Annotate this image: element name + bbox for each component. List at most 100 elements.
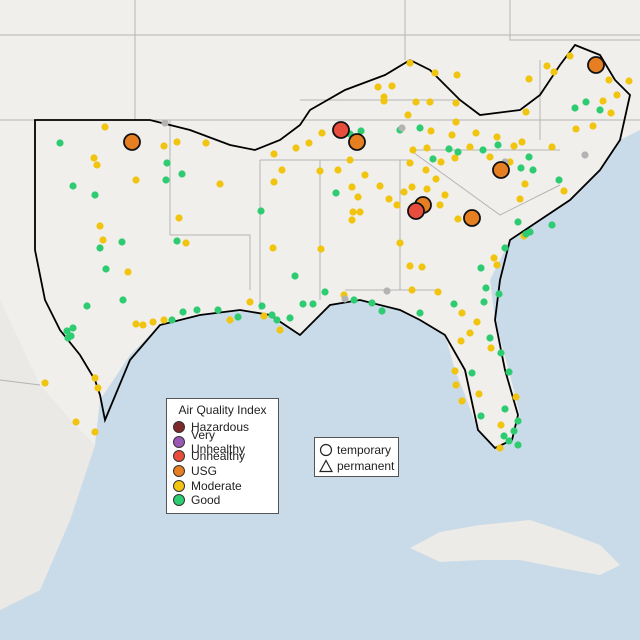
monitor-marker — [458, 397, 466, 405]
monitor-marker — [139, 321, 147, 329]
monitor-marker — [497, 421, 505, 429]
monitor-marker — [487, 344, 495, 352]
good-swatch — [173, 494, 185, 507]
monitor-marker — [260, 312, 268, 320]
monitor-marker — [543, 62, 551, 70]
monitor-marker — [268, 311, 276, 319]
legend-item-very-unhealthy: Very Unhealthy — [173, 428, 272, 456]
monitor-marker — [246, 298, 254, 306]
monitor-marker — [406, 59, 414, 67]
monitor-marker — [173, 237, 181, 245]
monitor-marker — [495, 290, 503, 298]
monitor-marker — [522, 108, 530, 116]
monitor-marker — [175, 214, 183, 222]
monitor-marker — [448, 131, 456, 139]
legend-item-temporary: temporary — [319, 442, 394, 458]
ocean-water — [0, 130, 640, 640]
monitor-marker — [99, 236, 107, 244]
monitor-marker — [56, 139, 64, 147]
monitor-marker-highlighted — [407, 202, 425, 220]
monitor-marker — [318, 129, 326, 137]
monitor-marker — [482, 284, 490, 292]
monitor-marker — [292, 144, 300, 152]
monitor-marker — [436, 201, 444, 209]
monitor-marker — [341, 295, 349, 303]
monitor-marker — [581, 151, 589, 159]
monitor-marker — [525, 75, 533, 83]
monitor-marker — [506, 158, 514, 166]
monitor-marker — [423, 185, 431, 193]
monitor-marker-highlighted — [123, 133, 141, 151]
monitor-marker — [451, 367, 459, 375]
monitor-marker — [406, 159, 414, 167]
monitor-marker — [168, 316, 176, 324]
monitor-marker — [468, 369, 476, 377]
legend-item-hazardous: Hazardous — [173, 420, 272, 435]
legend-label: Unhealthy — [191, 449, 246, 464]
monitor-marker — [496, 444, 504, 452]
monitor-marker — [102, 265, 110, 273]
monitor-marker — [466, 329, 474, 337]
monitor-marker — [93, 161, 101, 169]
monitor-marker — [418, 263, 426, 271]
monitor-marker — [69, 324, 77, 332]
region-outline — [34, 43, 631, 450]
monitor-marker — [354, 193, 362, 201]
monitor-marker — [548, 221, 556, 229]
monitor-marker — [332, 189, 340, 197]
monitor-marker — [380, 97, 388, 105]
legend-label: temporary — [337, 443, 392, 457]
monitor-marker — [357, 127, 365, 135]
monitor-marker — [451, 154, 459, 162]
monitor-marker — [423, 144, 431, 152]
monitor-marker — [582, 98, 590, 106]
usg-swatch — [173, 465, 185, 478]
legend-item-moderate: Moderate — [173, 478, 272, 493]
monitor-marker — [291, 272, 299, 280]
monitor-marker — [162, 176, 170, 184]
monitor-marker — [445, 145, 453, 153]
monitor-marker — [400, 188, 408, 196]
monitor-marker — [493, 133, 501, 141]
monitor-marker — [490, 254, 498, 262]
monitor-marker — [149, 318, 157, 326]
monitor-marker — [132, 320, 140, 328]
legend-label: permanent — [337, 459, 395, 473]
monitor-marker — [178, 170, 186, 178]
monitor-marker — [278, 166, 286, 174]
monitor-marker — [427, 127, 435, 135]
monitor-marker-highlighted — [492, 161, 510, 179]
monitor-marker — [226, 316, 234, 324]
monitor-marker — [429, 155, 437, 163]
monitor-marker — [501, 405, 509, 413]
monitor-marker — [182, 239, 190, 247]
monitor-marker — [457, 337, 465, 345]
monitor-marker — [101, 123, 109, 131]
monitor-marker — [91, 374, 99, 382]
monitor-marker — [599, 97, 607, 105]
monitor-marker — [396, 239, 404, 247]
monitor-marker — [374, 83, 382, 91]
monitor-marker — [286, 314, 294, 322]
monitor-marker — [452, 99, 460, 107]
legend-item-unhealthy: Unhealthy — [173, 449, 272, 464]
legend-title: Air Quality Index — [178, 403, 267, 417]
mexico-land — [0, 300, 95, 610]
monitor-marker — [437, 158, 445, 166]
monitor-marker — [518, 138, 526, 146]
monitor-marker — [119, 296, 127, 304]
monitor-marker — [560, 187, 568, 195]
monitor-marker — [378, 307, 386, 315]
monitor-marker — [529, 166, 537, 174]
monitor-marker — [72, 418, 80, 426]
monitor-marker — [477, 264, 485, 272]
monitor-marker — [571, 104, 579, 112]
monitor-marker — [472, 129, 480, 137]
monitor-marker — [479, 146, 487, 154]
legend-item-good: Good — [173, 493, 272, 508]
monitor-marker — [510, 142, 518, 150]
monitor-marker — [385, 195, 393, 203]
monitor-marker — [514, 441, 522, 449]
